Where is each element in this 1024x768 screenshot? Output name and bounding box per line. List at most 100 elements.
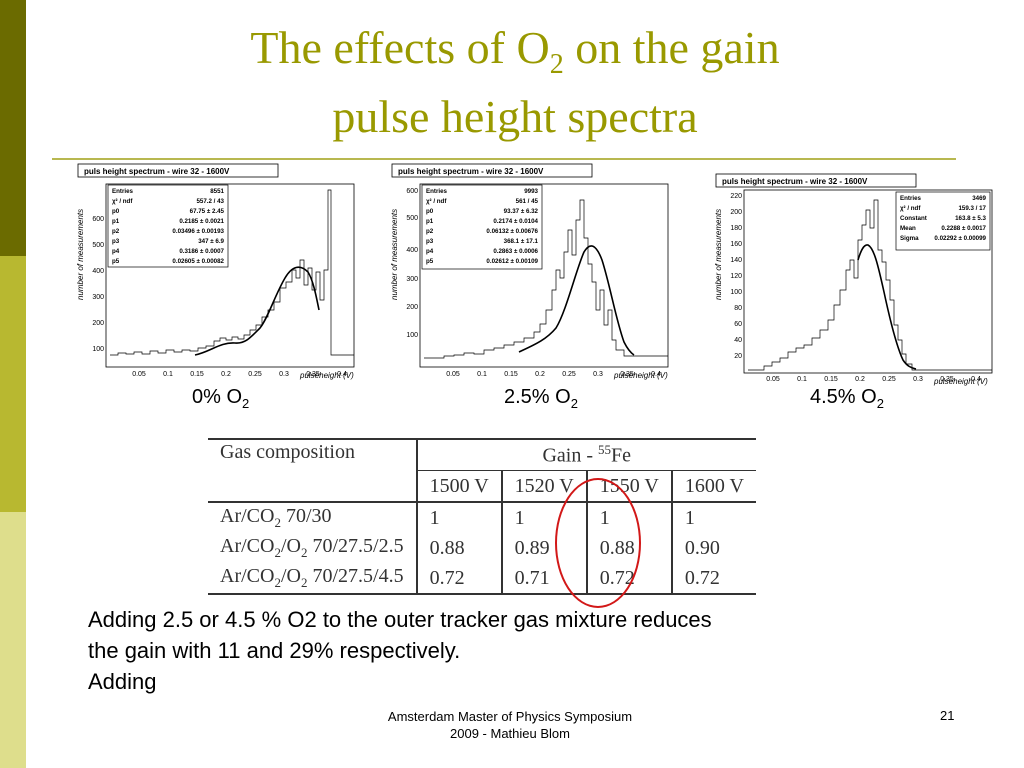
y-tick: 100 xyxy=(730,289,742,296)
body-line-3: Adding xyxy=(88,669,157,694)
gas-name: Ar/CO2/O2 70/27.5/2.5 xyxy=(208,533,417,563)
stats-key: Constant xyxy=(900,215,927,222)
x-tick: 0.1 xyxy=(163,371,173,378)
y-tick-labels: 100 200 300 400 500 600 xyxy=(92,216,104,353)
table-row: Ar/CO2/O2 70/27.5/4.5 0.72 0.71 0.72 0.7… xyxy=(208,563,756,595)
caption-2-5pct: 2.5% O2 xyxy=(504,386,578,411)
y-axis-label: number of measurements xyxy=(714,209,723,300)
stats-value: 0.2288 ± 0.0017 xyxy=(941,225,986,232)
x-tick: 0.25 xyxy=(882,376,896,383)
stats-key: χ² / ndf xyxy=(112,198,133,205)
fit-curve xyxy=(857,244,917,370)
stats-key: p5 xyxy=(112,258,120,265)
x-tick: 0.1 xyxy=(797,376,807,383)
y-tick: 500 xyxy=(92,242,104,249)
x-tick: 0.4 xyxy=(337,371,347,378)
highlight-circle-1520v xyxy=(555,478,641,608)
x-axis-label: pulseheight (V) xyxy=(933,377,988,386)
stats-key: Sigma xyxy=(900,235,919,242)
stats-value: 0.02612 ± 0.00109 xyxy=(486,258,538,265)
sidebar-band-dark xyxy=(0,0,26,256)
table-row: Ar/CO2/O2 70/27.5/2.5 0.88 0.89 0.88 0.9… xyxy=(208,533,756,563)
stats-key: χ² / ndf xyxy=(900,205,921,212)
voltage-1500: 1500 V xyxy=(415,470,502,503)
header-gain-element: Fe xyxy=(611,444,632,467)
x-tick: 0.4 xyxy=(651,371,661,378)
stats-value: 163.8 ± 5.3 xyxy=(955,215,986,222)
y-tick: 180 xyxy=(730,225,742,232)
stats-value: 0.06132 ± 0.00676 xyxy=(486,228,538,235)
stats-value: 0.2174 ± 0.0104 xyxy=(493,218,538,225)
stats-box xyxy=(421,184,543,270)
y-tick: 40 xyxy=(734,337,742,344)
header-gas-composition: Gas composition xyxy=(208,438,417,503)
stats-value: 347 ± 6.9 xyxy=(198,238,224,245)
gas-part: Ar/CO xyxy=(220,505,275,527)
x-tick: 0.3 xyxy=(913,376,923,383)
x-tick: 0.4 xyxy=(971,376,981,383)
stats-key: p4 xyxy=(426,248,434,255)
stats-value: 0.02605 ± 0.00082 xyxy=(172,258,224,265)
y-tick: 300 xyxy=(92,294,104,301)
stats-key: Mean xyxy=(900,225,916,232)
gas-part: /O xyxy=(280,565,301,587)
stats-value: 67.75 ± 2.45 xyxy=(190,208,225,215)
spectrum-plot-0pct: puls height spectrum - wire 32 - 1600V n… xyxy=(76,163,355,380)
stats-box xyxy=(895,191,991,251)
gain-value: 1 xyxy=(670,502,756,533)
body-text: Adding 2.5 or 4.5 % O2 to the outer trac… xyxy=(88,604,948,697)
stats-key: p2 xyxy=(112,228,120,235)
stats-value: 9993 xyxy=(524,188,538,195)
gas-subscript: 2 xyxy=(300,545,308,560)
x-tick: 0.2 xyxy=(855,376,865,383)
gas-name: Ar/CO2/O2 70/27.5/4.5 xyxy=(208,563,417,595)
stats-entries: Entries 8551 χ² / ndf 557.2 / 43 p0 67.75 ± 2… xyxy=(112,188,225,265)
x-tick-labels: 0.05 0.1 0.15 0.2 0.25 0.3 0.35 0.4 xyxy=(766,376,981,383)
x-tick: 0.35 xyxy=(306,371,320,378)
stats-key: p4 xyxy=(112,248,120,255)
caption-text: 2.5% O xyxy=(504,386,571,408)
x-tick: 0.35 xyxy=(620,371,634,378)
histogram xyxy=(110,189,354,356)
y-tick: 20 xyxy=(734,353,742,360)
gas-part: /O xyxy=(280,535,301,557)
y-tick: 80 xyxy=(734,305,742,312)
gas-subscript: 2 xyxy=(274,575,281,590)
footer-line-2: 2009 - Mathieu Blom xyxy=(450,726,570,741)
caption-text: 4.5% O xyxy=(810,386,877,408)
y-axis-label: number of measurements xyxy=(76,209,85,300)
fit-curve xyxy=(194,266,320,356)
stats-key: Entries xyxy=(112,188,134,195)
sidebar-band-mid xyxy=(0,256,26,512)
caption-text: 0% O xyxy=(192,386,243,408)
gas-ratio: 70/30 xyxy=(280,505,332,527)
stats-key: p2 xyxy=(426,228,434,235)
stats-key: p5 xyxy=(426,258,434,265)
histogram xyxy=(748,199,992,371)
y-tick: 200 xyxy=(406,304,418,311)
y-tick: 600 xyxy=(92,216,104,223)
title-divider xyxy=(52,158,956,160)
gas-part: Ar/CO xyxy=(220,565,275,587)
stats-value: 0.02292 ± 0.00099 xyxy=(934,235,986,242)
histogram xyxy=(424,199,668,359)
x-tick: 0.15 xyxy=(190,371,204,378)
header-gain-prefix: Gain - xyxy=(542,444,599,467)
x-tick: 0.1 xyxy=(477,371,487,378)
stats-key: p1 xyxy=(112,218,120,225)
x-tick: 0.05 xyxy=(446,371,460,378)
x-tick: 0.35 xyxy=(940,376,954,383)
page-number: 21 xyxy=(940,708,955,723)
y-tick-labels: 20 40 60 80 100 120 140 160 180 200 220 xyxy=(730,193,742,360)
stats-value: 368.1 ± 17.1 xyxy=(504,238,539,245)
x-tick-labels: 0.05 0.1 0.15 0.2 0.25 0.3 0.35 0.4 xyxy=(132,371,347,378)
title-text-b: on the gain xyxy=(563,22,780,73)
stats-value: 3469 xyxy=(972,195,986,202)
plot-header: puls height spectrum - wire 32 - 1600V xyxy=(722,177,868,186)
stats-value: 0.2863 ± 0.0006 xyxy=(493,248,538,255)
y-tick: 100 xyxy=(406,332,418,339)
x-axis-label: pulseheight (V) xyxy=(299,371,354,380)
fit-curve xyxy=(518,245,635,356)
caption-0pct: 0% O2 xyxy=(192,386,249,411)
header-gain-isotope-mass: 55 xyxy=(598,442,612,458)
